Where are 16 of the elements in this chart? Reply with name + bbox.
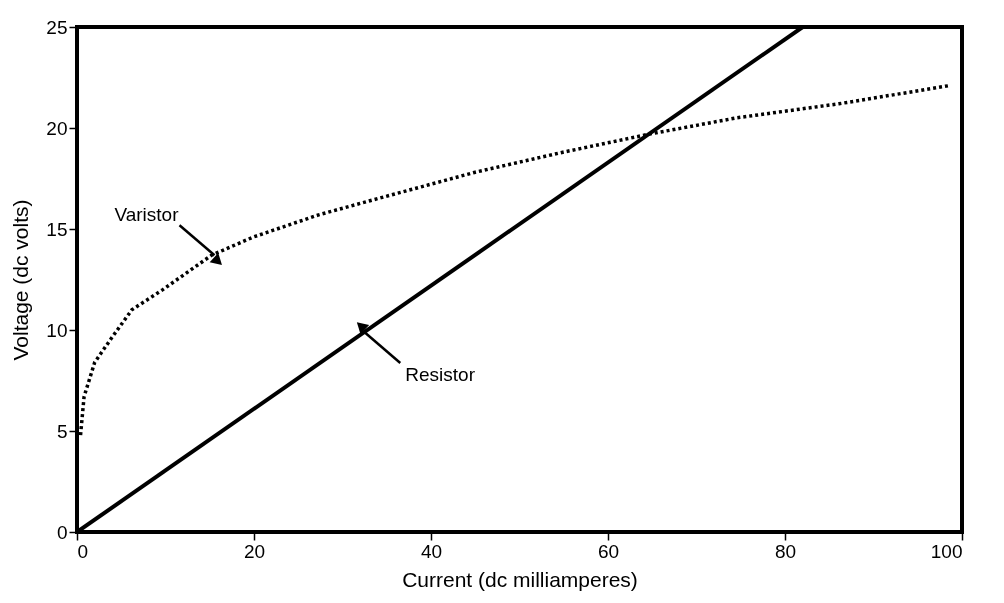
annotation: Varistor	[114, 204, 180, 226]
annotation: Resistor	[405, 364, 476, 386]
y-tick-label: 15	[46, 218, 68, 240]
y-tick-label: 25	[46, 16, 68, 38]
y-tick-label: 5	[56, 420, 68, 442]
x-tick-label: 20	[243, 540, 266, 562]
x-tick-label: 60	[597, 540, 620, 562]
x-tick-label: 80	[774, 540, 797, 562]
y-tick-label: 10	[46, 319, 68, 341]
y-axis-title: Voltage (dc volts)	[9, 199, 33, 361]
x-tick-label: 0	[77, 540, 89, 562]
x-axis-title: Current (dc milliamperes)	[402, 567, 638, 591]
y-tick-label: 20	[46, 117, 68, 139]
x-tick-label: 100	[930, 540, 963, 562]
x-tick-label: 40	[420, 540, 443, 562]
y-tick-label: 0	[56, 521, 68, 543]
